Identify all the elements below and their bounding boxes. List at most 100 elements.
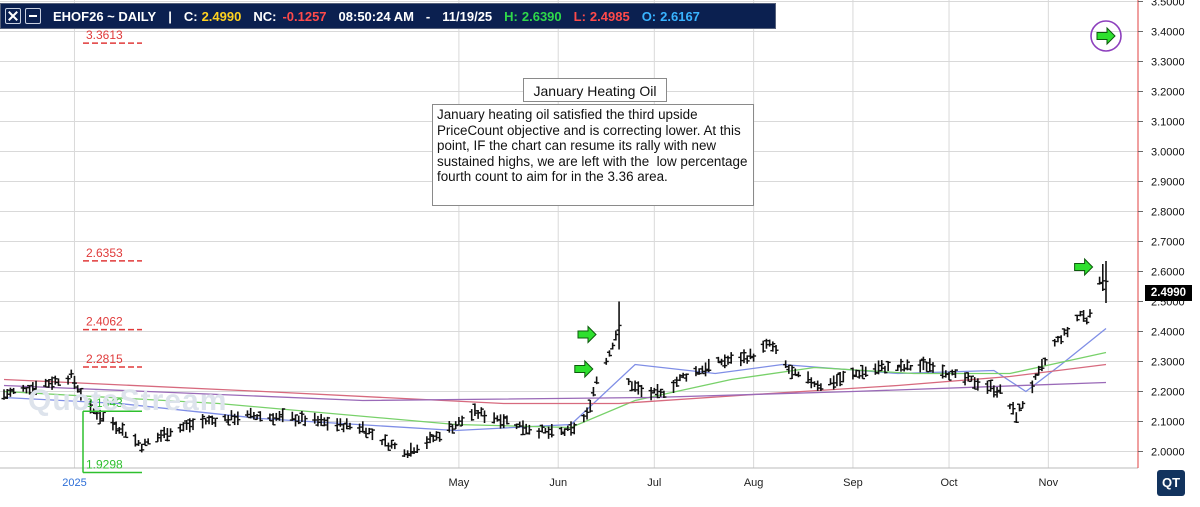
price-bar [747,348,753,360]
target-label: 2.4062 [86,315,123,329]
price-bar [815,380,821,391]
price-bar [280,408,286,423]
price-bar [539,424,545,433]
close-icon[interactable] [5,8,21,24]
watermark: QuoteStream [28,384,228,417]
price-bar [517,421,523,428]
price-bar [43,378,49,388]
y-axis: 2.00002.10002.20002.30002.40002.50002.60… [1138,0,1185,459]
price-bar [722,354,728,369]
close-label: C: [183,8,198,24]
header-dash: - [425,8,431,24]
price-bar [719,358,725,366]
price-bar [536,428,542,439]
x-tick-label: Oct [940,477,957,489]
price-bar [1061,328,1067,336]
target-label: 1.9298 [86,458,123,472]
price-bar [46,379,52,388]
price-bar [693,366,699,377]
price-bar [520,420,526,436]
annotation-body: January heating oil satisfied the third … [432,104,754,206]
price-bar [940,364,946,379]
price-bar [850,367,856,380]
price-bar [949,369,955,376]
price-bar [136,440,142,446]
price-bar [325,416,331,431]
price-bar [296,415,302,425]
price-bar [23,386,29,394]
price-bar [30,382,36,393]
price-bar [587,399,593,413]
price-bar [55,378,61,386]
price-bar [405,450,411,459]
low-value: 2.4985 [589,8,630,24]
date-value: 11/19/25 [442,8,493,24]
green-arrow-icon [1074,257,1094,277]
target-label: 3.3613 [86,28,123,42]
chart-header-bar: EHOF26 ~ DAILY | C: 2.4990 NC: -0.1257 0… [0,3,776,29]
price-bar [414,444,420,454]
price-bar [139,443,145,453]
price-bar [94,410,100,420]
price-bar [773,345,779,355]
price-bar [1100,264,1106,291]
symbol-label: EHOF26 ~ DAILY [53,8,157,24]
price-bar [228,410,234,421]
price-bar [927,358,933,372]
price-bar [738,352,744,367]
price-bar [401,449,407,457]
price-bar [302,415,308,427]
target-label: 2.1343 [86,396,123,410]
price-bar [318,413,324,427]
minimize-icon[interactable] [25,8,41,24]
price-bar [123,431,129,439]
price-bar [472,403,478,416]
price-bar [4,389,10,399]
price-bar [1020,401,1026,410]
price-bar [75,385,81,393]
header-separator: | [168,8,172,24]
price-bar [459,415,465,427]
price-bar [767,339,773,347]
y-tick-label: 3.0000 [1151,147,1185,159]
price-bar [97,409,103,425]
annotation-title: January Heating Oil [523,78,667,102]
price-bar [385,442,391,451]
price-bar [680,372,686,379]
quotestream-logo[interactable]: QT [1157,470,1185,496]
price-bar [369,428,375,441]
price-bar [437,431,443,442]
price-bar [344,418,350,430]
price-bar [616,301,622,350]
price-bar [478,407,484,417]
y-tick-label: 2.9000 [1151,177,1185,189]
price-bar [49,376,55,390]
price-bar [158,429,164,442]
price-bar [613,330,619,341]
price-bar [184,420,190,430]
price-bar [251,411,257,420]
y-tick-label: 3.4000 [1151,27,1185,39]
price-bar [347,422,353,430]
price-bar [142,438,148,447]
price-bar [469,409,475,421]
price-bar [924,361,930,373]
price-bar [446,421,452,433]
price-bar [1007,403,1013,410]
close-value: 2.4990 [201,8,242,24]
price-bar [408,442,414,457]
price-bar [655,384,661,399]
price-bar [1036,365,1042,376]
low-label: L: [573,8,586,24]
price-bar [770,341,776,352]
price-bar [1058,335,1064,345]
price-bar [190,418,196,431]
price-bar [831,375,837,390]
price-bar [360,421,366,433]
y-tick-label: 2.8000 [1151,207,1185,219]
price-bar [1077,310,1083,317]
price-bar [997,384,1003,394]
price-bar [494,415,500,422]
price-bar [277,410,282,421]
